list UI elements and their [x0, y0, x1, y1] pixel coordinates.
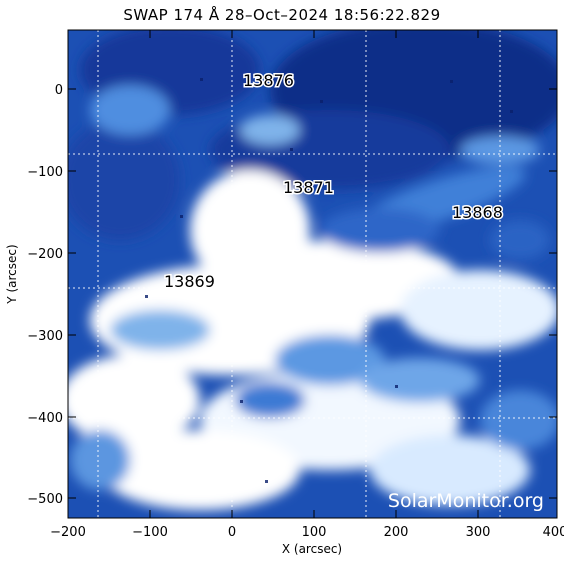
plot-frame [67, 29, 558, 519]
y-axis-ticks [68, 88, 557, 499]
region-label-13876: 13876 [243, 71, 294, 90]
x-tick-label: 0 [228, 525, 236, 540]
y-tick-label: −200 [27, 247, 63, 262]
region-label-13868: 13868 [452, 203, 503, 222]
x-tick-label: 300 [466, 525, 491, 540]
x-axis-ticks [67, 30, 558, 518]
x-tick-label: 400 [543, 525, 564, 540]
x-tick-label: −100 [132, 525, 168, 540]
x-tick-label: −200 [50, 525, 86, 540]
y-axis-label: Y (arcsec) [5, 244, 19, 304]
x-axis-label: X (arcsec) [282, 542, 342, 556]
y-tick-label: −500 [27, 492, 63, 507]
region-label-13871: 13871 [283, 178, 334, 197]
y-tick-label: −400 [27, 411, 63, 426]
y-tick-label: −100 [27, 165, 63, 180]
image-title: SWAP 174 Å 28–Oct–2024 18:56:22.829 [123, 6, 441, 24]
x-tick-label: 200 [384, 525, 409, 540]
solarmonitor-watermark: SolarMonitor.org [388, 490, 544, 512]
y-tick-label: −300 [27, 329, 63, 344]
y-tick-label: 0 [55, 83, 63, 98]
x-tick-label: 100 [302, 525, 327, 540]
solar-euv-image [68, 30, 557, 518]
region-label-13869: 13869 [164, 272, 215, 291]
